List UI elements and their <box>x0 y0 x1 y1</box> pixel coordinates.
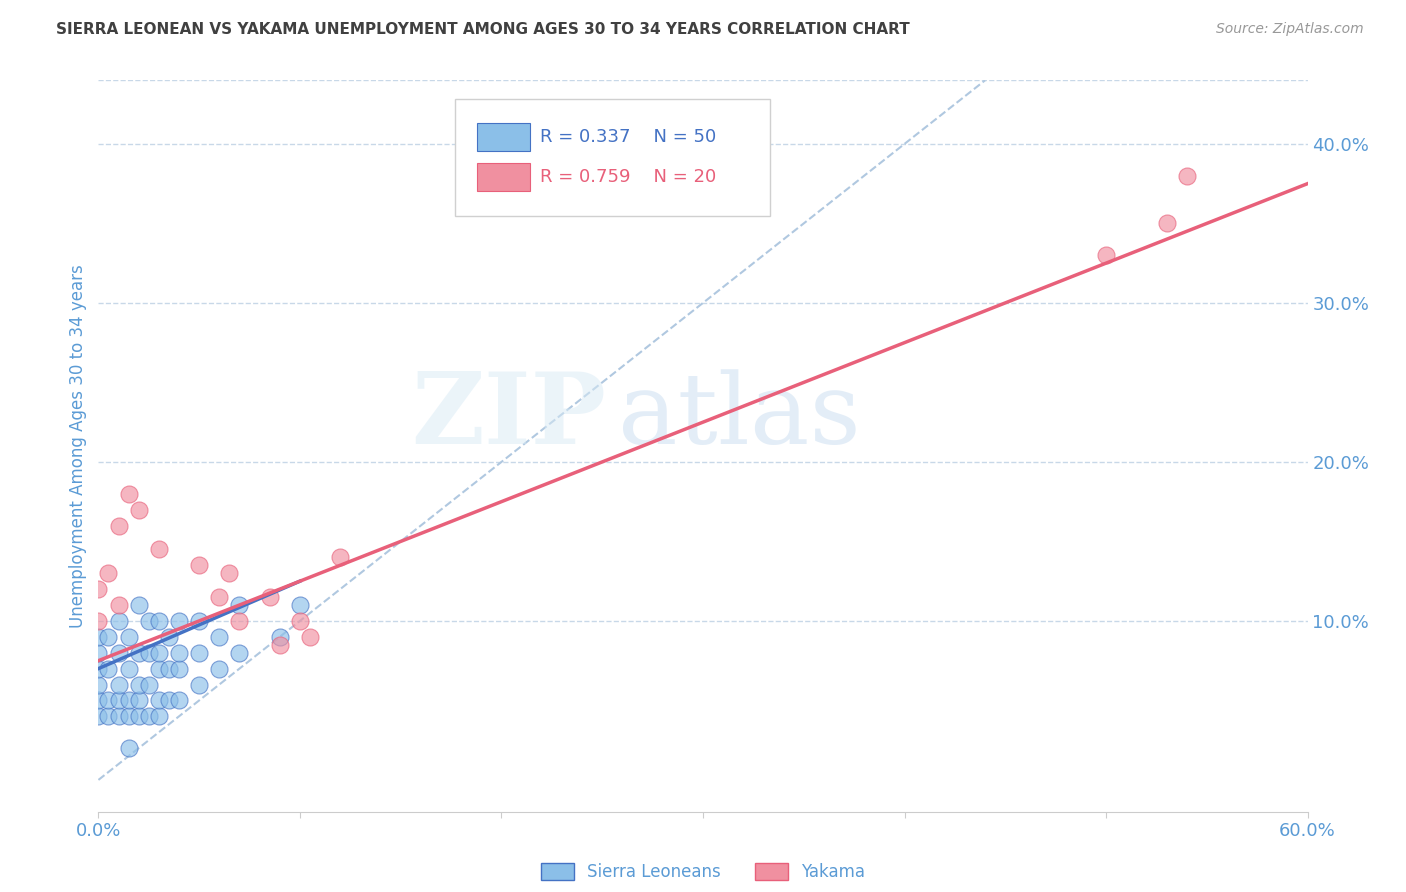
Point <box>148 709 170 723</box>
Point <box>157 662 180 676</box>
Point <box>148 693 170 707</box>
Text: R = 0.759    N = 20: R = 0.759 N = 20 <box>540 168 716 186</box>
Point <box>87 693 110 707</box>
Point <box>128 646 150 660</box>
Text: SIERRA LEONEAN VS YAKAMA UNEMPLOYMENT AMONG AGES 30 TO 34 YEARS CORRELATION CHAR: SIERRA LEONEAN VS YAKAMA UNEMPLOYMENT AM… <box>56 22 910 37</box>
Text: atlas: atlas <box>619 369 860 465</box>
Point <box>299 630 322 644</box>
Point <box>167 614 190 628</box>
Point <box>128 709 150 723</box>
Point <box>1156 216 1178 230</box>
Point <box>118 693 141 707</box>
Point <box>188 558 211 573</box>
Point <box>288 598 311 612</box>
Point <box>87 630 110 644</box>
Point <box>228 646 250 660</box>
Point <box>118 630 141 644</box>
Point <box>1095 248 1118 262</box>
Point <box>87 662 110 676</box>
Point <box>87 614 110 628</box>
Point <box>138 614 160 628</box>
Point <box>218 566 240 581</box>
Point <box>118 709 141 723</box>
Point <box>97 630 120 644</box>
Point <box>288 614 311 628</box>
Point <box>118 662 141 676</box>
Point <box>87 677 110 691</box>
Point <box>329 550 352 565</box>
Point <box>148 542 170 557</box>
Point <box>97 662 120 676</box>
Text: Source: ZipAtlas.com: Source: ZipAtlas.com <box>1216 22 1364 37</box>
Point <box>1175 169 1198 183</box>
Point <box>148 614 170 628</box>
FancyBboxPatch shape <box>477 123 530 152</box>
Point <box>128 677 150 691</box>
Point <box>128 502 150 516</box>
Point <box>107 709 129 723</box>
Text: R = 0.337    N = 50: R = 0.337 N = 50 <box>540 128 716 145</box>
Point <box>107 614 129 628</box>
FancyBboxPatch shape <box>456 99 769 216</box>
Point <box>269 630 291 644</box>
Point <box>188 646 211 660</box>
Point <box>97 709 120 723</box>
Point <box>118 741 141 756</box>
Point <box>138 709 160 723</box>
Point <box>208 630 231 644</box>
Point <box>208 662 231 676</box>
Point <box>107 646 129 660</box>
Point <box>157 630 180 644</box>
Point <box>97 693 120 707</box>
Point <box>167 662 190 676</box>
Point <box>138 677 160 691</box>
Point <box>128 598 150 612</box>
Point <box>87 709 110 723</box>
FancyBboxPatch shape <box>477 163 530 192</box>
Point <box>128 693 150 707</box>
Text: ZIP: ZIP <box>412 368 606 466</box>
Point <box>188 677 211 691</box>
Point <box>118 486 141 500</box>
Point <box>157 693 180 707</box>
Point <box>259 590 281 604</box>
Point <box>107 518 129 533</box>
Point <box>269 638 291 652</box>
Legend: Sierra Leoneans, Yakama: Sierra Leoneans, Yakama <box>534 856 872 888</box>
Point <box>87 582 110 596</box>
Point <box>97 566 120 581</box>
Point <box>228 598 250 612</box>
Point <box>107 693 129 707</box>
Y-axis label: Unemployment Among Ages 30 to 34 years: Unemployment Among Ages 30 to 34 years <box>69 264 87 628</box>
Point <box>167 646 190 660</box>
Point <box>228 614 250 628</box>
Point <box>208 590 231 604</box>
Point <box>87 646 110 660</box>
Point <box>107 598 129 612</box>
Point <box>167 693 190 707</box>
Point <box>138 646 160 660</box>
Point <box>148 662 170 676</box>
Point <box>148 646 170 660</box>
Point <box>188 614 211 628</box>
Point <box>107 677 129 691</box>
